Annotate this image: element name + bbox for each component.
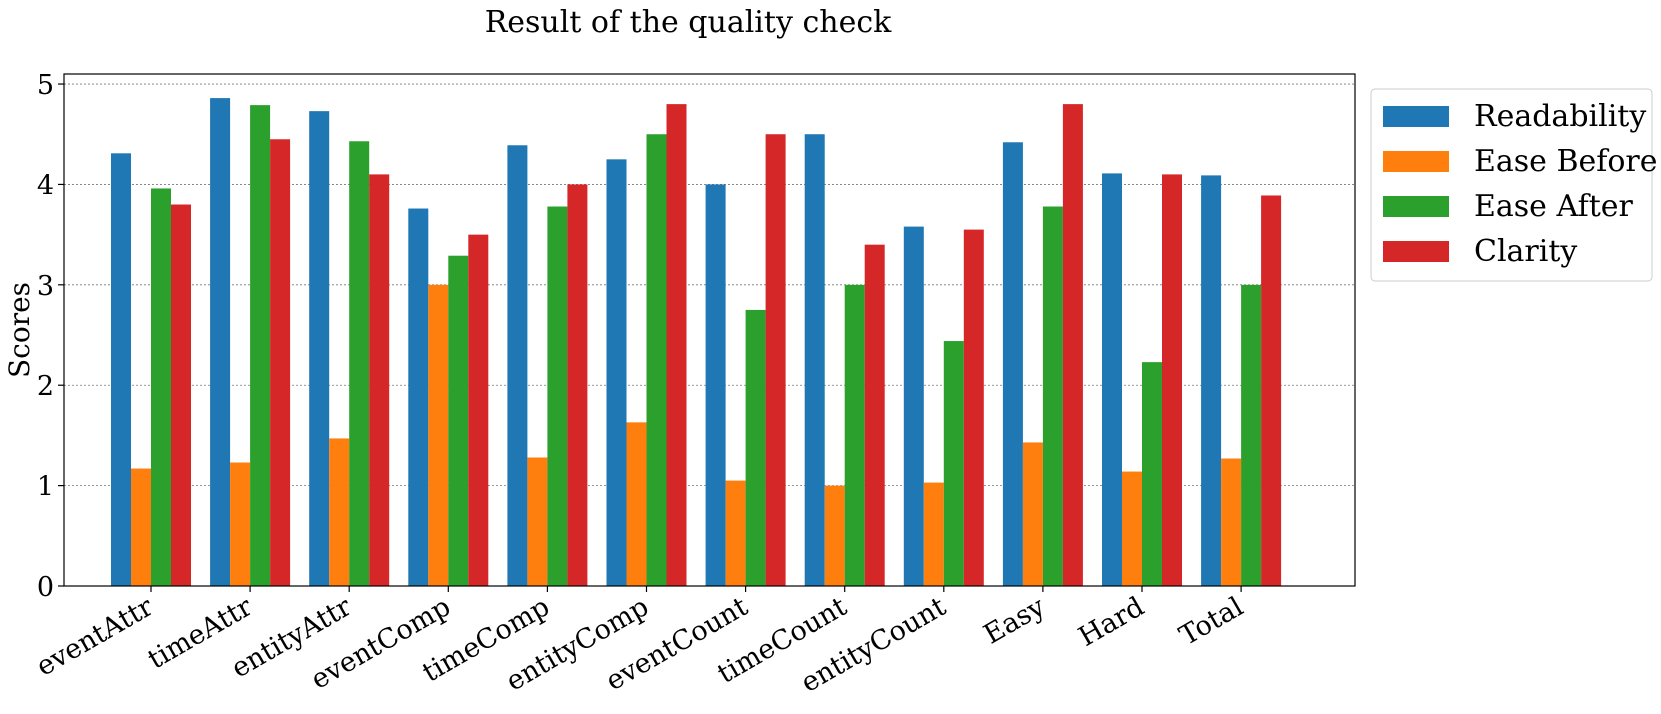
bar-readability-timeCount — [804, 134, 825, 586]
legend-swatch — [1383, 196, 1449, 217]
bar-ease-after-Total — [1241, 284, 1262, 586]
bar-clarity-eventAttr — [171, 204, 191, 586]
bar-ease-before-eventComp — [428, 284, 449, 586]
legend-label: Clarity — [1474, 234, 1577, 269]
bar-readability-eventCount — [705, 184, 726, 586]
y-tick-label: 4 — [37, 170, 54, 201]
bar-ease-after-eventComp — [448, 255, 469, 586]
bar-ease-before-eventCount — [725, 480, 746, 586]
legend-swatch — [1383, 241, 1449, 262]
legend-label: Ease Before — [1474, 144, 1658, 179]
bar-clarity-timeCount — [864, 244, 885, 586]
bar-readability-entityComp — [606, 159, 627, 587]
bar-ease-before-timeComp — [527, 457, 548, 586]
bar-clarity-Easy — [1062, 104, 1083, 586]
bar-readability-timeAttr — [210, 98, 231, 586]
x-tick-label: Easy — [979, 591, 1051, 651]
y-tick-label: 0 — [37, 572, 54, 603]
x-axis-ticks: eventAttrtimeAttrentityAttreventComptime… — [31, 586, 1249, 699]
bar-clarity-timeAttr — [270, 139, 291, 587]
bar-clarity-Total — [1261, 195, 1282, 587]
bar-readability-entityAttr — [309, 111, 330, 587]
y-tick-label: 2 — [37, 371, 54, 402]
legend-label: Readability — [1474, 99, 1646, 134]
bar-ease-before-Hard — [1122, 471, 1142, 586]
bar-readability-Hard — [1102, 173, 1122, 586]
bar-clarity-Hard — [1162, 174, 1182, 586]
bar-ease-before-entityComp — [626, 422, 647, 586]
bar-ease-before-entityCount — [923, 482, 944, 586]
bar-clarity-eventComp — [468, 234, 489, 587]
bar-ease-after-entityAttr — [349, 141, 370, 586]
bars — [111, 98, 1282, 587]
bar-clarity-entityAttr — [369, 174, 390, 586]
bar-ease-before-Easy — [1022, 442, 1043, 586]
y-tick-label: 3 — [37, 271, 54, 302]
bar-ease-after-timeAttr — [250, 105, 271, 586]
y-axis-ticks: 0 1 2 3 4 5 — [37, 70, 64, 603]
bar-ease-after-eventAttr — [151, 188, 171, 586]
bar-ease-after-entityComp — [646, 134, 667, 586]
bar-readability-Total — [1201, 175, 1222, 587]
x-tick-label: Hard — [1074, 591, 1150, 653]
x-tick-label: Total — [1174, 591, 1248, 652]
chart-title: Result of the quality check — [485, 5, 892, 40]
bar-ease-before-entityAttr — [329, 438, 350, 586]
bar-ease-before-timeCount — [824, 485, 845, 586]
bar-readability-eventAttr — [111, 153, 131, 586]
legend-swatch — [1383, 151, 1449, 172]
bar-ease-after-timeCount — [844, 284, 865, 586]
bar-ease-before-timeAttr — [230, 462, 251, 586]
y-tick-label: 5 — [37, 70, 54, 101]
bar-ease-after-entityCount — [943, 341, 964, 586]
bar-ease-after-Hard — [1142, 362, 1162, 586]
legend-swatch — [1383, 106, 1449, 127]
bar-ease-after-timeComp — [547, 206, 568, 587]
bar-ease-after-eventCount — [745, 309, 766, 586]
y-axis-label: Scores — [3, 282, 36, 378]
y-tick-label: 1 — [37, 472, 54, 503]
legend-label: Ease After — [1474, 189, 1634, 224]
legend-box — [1370, 88, 1653, 282]
bar-readability-Easy — [1002, 142, 1023, 586]
bar-ease-after-Easy — [1042, 206, 1063, 587]
bar-readability-entityCount — [903, 226, 924, 587]
bar-readability-timeComp — [507, 145, 528, 586]
bar-clarity-timeComp — [567, 184, 588, 586]
legend: Readability Ease Before Ease After Clarity — [1370, 88, 1658, 282]
bar-ease-before-eventAttr — [131, 468, 151, 586]
x-tick-label: eventAttr — [31, 591, 158, 682]
bar-clarity-entityCount — [963, 229, 984, 586]
bar-clarity-entityComp — [666, 104, 687, 586]
bar-ease-before-Total — [1221, 458, 1242, 586]
bar-readability-eventComp — [408, 208, 429, 586]
bar-clarity-eventCount — [765, 134, 786, 586]
plot-frame — [63, 73, 1356, 587]
